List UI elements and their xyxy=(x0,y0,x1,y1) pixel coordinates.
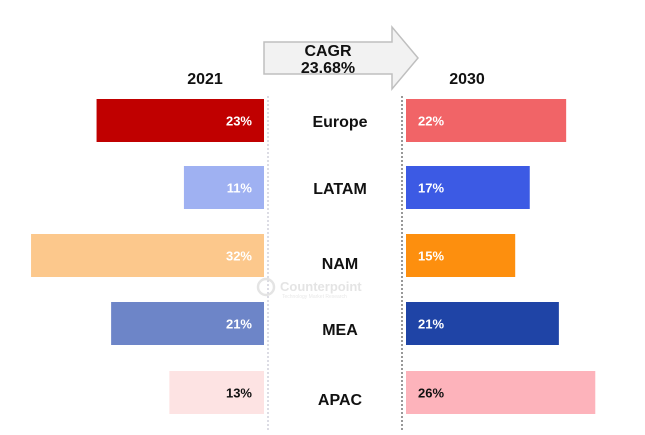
bar-2021-nam xyxy=(31,234,265,277)
value-label-2030-latam: 17% xyxy=(418,181,444,196)
bar-2021-mea xyxy=(111,302,265,345)
value-label-2021-apac: 13% xyxy=(226,386,252,401)
bar-2030-nam xyxy=(406,234,516,277)
bars-2030: 22% 17% 15% 21% 26% xyxy=(406,99,596,414)
value-label-2030-nam: 15% xyxy=(418,249,444,264)
value-label-2030-europe: 22% xyxy=(418,114,444,129)
region-label-europe: Europe xyxy=(312,114,367,131)
value-label-2021-mea: 21% xyxy=(226,317,252,332)
region-label-apac: APAC xyxy=(318,392,363,409)
watermark-tagline: Technology Market Research xyxy=(282,294,347,300)
region-label-latam: LATAM xyxy=(313,181,367,198)
watermark: Counterpoint Technology Market Research xyxy=(256,277,362,300)
bar-2021-latam xyxy=(183,166,264,209)
region-label-nam: NAM xyxy=(322,256,358,273)
bar-2021-europe xyxy=(96,99,264,142)
cagr-value: 23.68% xyxy=(301,60,355,77)
bars-2021: 23% 11% 32% 21% 13% xyxy=(31,99,265,414)
cagr-label: CAGR xyxy=(304,43,352,60)
value-label-2030-mea: 21% xyxy=(418,317,444,332)
bar-2030-europe xyxy=(406,99,567,142)
bar-2021-apac xyxy=(169,371,264,414)
value-label-2021-europe: 23% xyxy=(226,114,252,129)
year-label-left: 2021 xyxy=(187,71,223,88)
bar-2030-mea xyxy=(406,302,559,345)
value-label-2021-latam: 11% xyxy=(227,181,253,196)
watermark-brand: Counterpoint xyxy=(280,279,362,294)
cagr-arrow: CAGR 23.68% xyxy=(263,24,419,92)
cagr-arrow-shape xyxy=(263,24,419,92)
region-labels: Europe LATAM NAM MEA APAC xyxy=(312,114,367,409)
value-label-2030-apac: 26% xyxy=(418,386,444,401)
bar-2030-latam xyxy=(406,166,530,209)
year-label-right: 2030 xyxy=(449,71,485,88)
region-label-mea: MEA xyxy=(322,322,358,339)
value-label-2021-nam: 32% xyxy=(226,249,252,264)
watermark-logo-icon xyxy=(256,277,276,297)
bar-2030-apac xyxy=(406,371,596,414)
